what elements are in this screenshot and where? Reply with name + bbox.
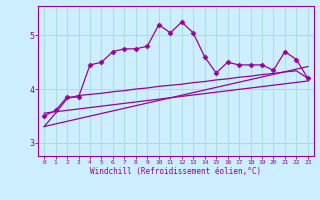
X-axis label: Windchill (Refroidissement éolien,°C): Windchill (Refroidissement éolien,°C) — [91, 167, 261, 176]
